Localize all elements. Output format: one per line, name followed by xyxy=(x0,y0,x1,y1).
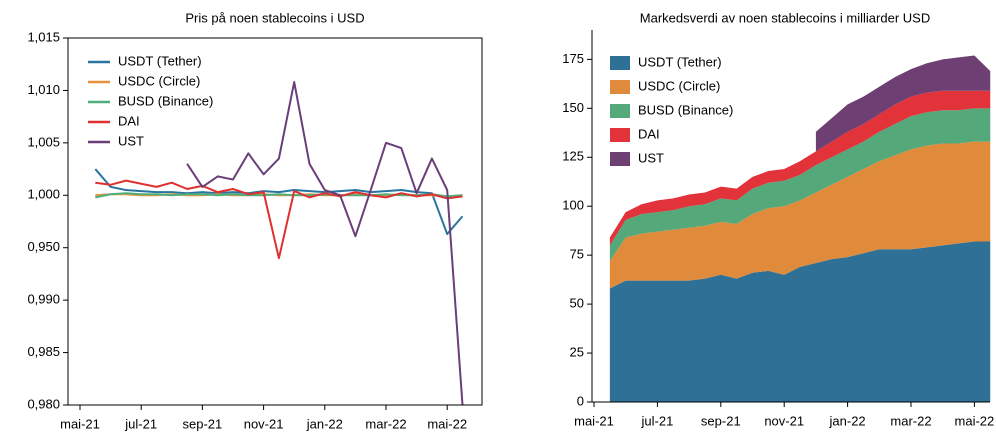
x-tick-label: sep-21 xyxy=(701,413,741,428)
y-tick-label: 1,010 xyxy=(27,82,60,97)
x-tick-label: mai-21 xyxy=(574,413,614,428)
x-tick-label: nov-21 xyxy=(244,416,284,431)
series-area xyxy=(609,90,991,246)
series-line xyxy=(94,168,464,236)
y-tick-label: 1,005 xyxy=(27,134,60,149)
y-tick-label: 0 xyxy=(577,393,584,408)
x-tick-label: jan-22 xyxy=(306,416,343,431)
y-tick-label: 125 xyxy=(562,149,584,164)
y-tick-label: 0,985 xyxy=(27,344,60,359)
legend-label: BUSD (Binance) xyxy=(638,102,733,117)
series-area xyxy=(609,108,991,262)
y-tick-label: 1,015 xyxy=(27,29,60,44)
chart-title: Markedsverdi av noen stablecoins i milli… xyxy=(640,10,930,25)
series-area xyxy=(609,141,991,289)
series-area xyxy=(609,241,991,402)
legend-swatch xyxy=(610,152,630,166)
series-line xyxy=(186,81,464,406)
legend-label: BUSD (Binance) xyxy=(118,93,213,108)
legend-label: USDC (Circle) xyxy=(638,78,720,93)
y-tick-label: 175 xyxy=(562,51,584,66)
y-tick-label: 25 xyxy=(570,344,584,359)
y-tick-label: 0,980 xyxy=(27,396,60,411)
x-tick-label: jul-21 xyxy=(641,413,674,428)
legend-label: UST xyxy=(638,150,664,165)
x-tick-label: mai-21 xyxy=(60,416,100,431)
legend-swatch xyxy=(610,80,630,94)
legend-label: USDT (Tether) xyxy=(118,53,202,68)
legend-label: DAI xyxy=(638,126,660,141)
series-line xyxy=(95,179,463,260)
x-tick-label: jan-22 xyxy=(829,413,866,428)
legend-label: DAI xyxy=(118,113,140,128)
legend-swatch xyxy=(610,104,630,118)
y-tick-label: 100 xyxy=(562,198,584,213)
legend-swatch xyxy=(610,128,630,142)
plot-frame xyxy=(67,37,483,406)
y-tick-label: 75 xyxy=(570,247,584,262)
y-tick-label: 0,950 xyxy=(27,239,60,254)
series-line xyxy=(95,192,463,199)
series-area xyxy=(815,55,991,152)
x-tick-label: mai-22 xyxy=(955,413,995,428)
x-tick-label: mar-22 xyxy=(890,413,931,428)
x-tick-label: mar-22 xyxy=(365,416,406,431)
x-tick-label: sep-21 xyxy=(183,416,223,431)
series-line xyxy=(95,193,463,198)
legend-label: USDC (Circle) xyxy=(118,73,200,88)
y-tick-label: 0,990 xyxy=(27,292,60,307)
legend-label: UST xyxy=(118,133,144,148)
y-tick-label: 150 xyxy=(562,100,584,115)
x-tick-label: nov-21 xyxy=(764,413,804,428)
y-tick-label: 1,000 xyxy=(27,187,60,202)
legend-label: USDT (Tether) xyxy=(638,54,722,69)
chart-title: Pris på noen stablecoins i USD xyxy=(185,10,364,25)
y-tick-label: 50 xyxy=(570,296,584,311)
legend-swatch xyxy=(610,56,630,70)
x-tick-label: mai-22 xyxy=(427,416,467,431)
x-tick-label: jul-21 xyxy=(124,416,157,431)
